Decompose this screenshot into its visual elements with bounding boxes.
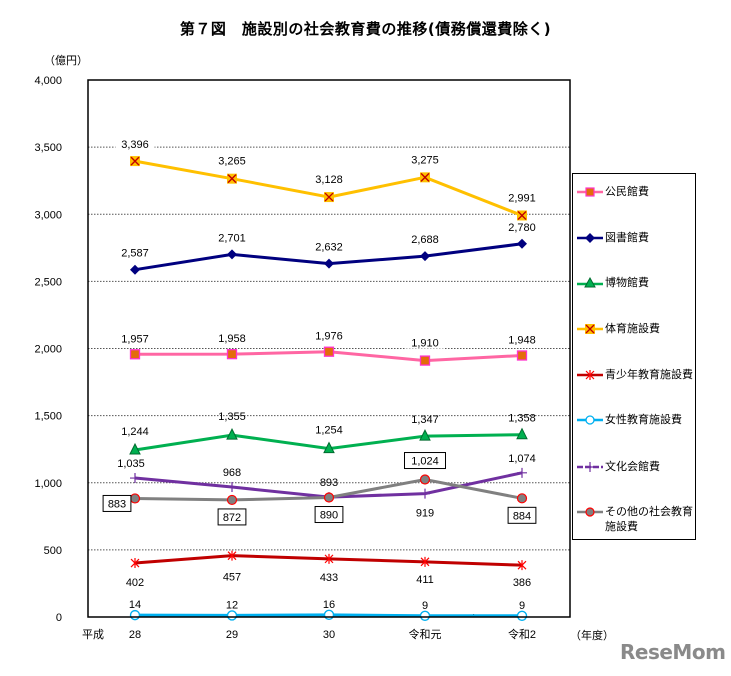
data-label: 1,074 <box>508 453 536 465</box>
data-label: 1,358 <box>508 413 536 425</box>
chart-title: 第７図 施設別の社会教育費の推移(債務償還費除く) <box>179 20 552 38</box>
legend-item-seishonen: 青少年教育施設費 <box>577 367 695 382</box>
data-labels: 1,957 1,958 1,976 1,910 1,948 2,587 2,701 2,632… <box>102 137 542 612</box>
y-tick-label: 3,500 <box>34 142 62 154</box>
x-tick-label: 29 <box>226 629 238 641</box>
data-label: 884 <box>513 510 531 522</box>
plus-marker-icon <box>577 462 603 472</box>
legend-item-kominkan: 公民館費 <box>577 184 695 199</box>
data-label: 457 <box>223 572 241 584</box>
data-label: 919 <box>416 508 434 520</box>
series-lines <box>129 156 528 621</box>
legend-item-toshokan: 図書館費 <box>577 230 695 245</box>
data-label: 1,254 <box>315 425 343 437</box>
triangle-marker-icon <box>577 277 603 288</box>
gridlines <box>87 146 571 617</box>
data-label: 1,976 <box>315 331 343 343</box>
data-label: 3,396 <box>121 139 149 151</box>
data-label: 883 <box>108 498 126 510</box>
x-tick-label: 令和2 <box>508 627 536 641</box>
series-line <box>129 474 528 506</box>
diamond-marker-icon <box>577 233 603 243</box>
data-label: 9 <box>422 600 428 612</box>
data-label: 3,265 <box>218 156 246 168</box>
y-tick-label: 2,500 <box>34 276 62 288</box>
data-label: 12 <box>226 599 238 611</box>
open-circle-marker-icon <box>577 415 603 425</box>
data-label: 2,991 <box>508 192 536 204</box>
data-label: 872 <box>223 512 241 524</box>
data-label: 1,910 <box>411 338 439 350</box>
y-tick-label: 0 <box>56 612 62 624</box>
series-line <box>130 156 527 221</box>
legend-item-bunka: 文化会館費 <box>577 459 695 474</box>
data-label: 411 <box>416 574 434 586</box>
series-line <box>129 346 528 366</box>
star-marker-icon <box>577 370 603 380</box>
data-label: 1,035 <box>117 458 145 470</box>
filled-circle-marker-icon <box>577 507 603 517</box>
x-tick-label: 28 <box>129 629 141 641</box>
data-label: 2,587 <box>121 248 149 260</box>
data-label: 1,244 <box>121 426 149 438</box>
series-line <box>129 427 528 455</box>
data-label: 2,780 <box>508 222 536 234</box>
data-label: 9 <box>519 600 525 612</box>
data-label: 386 <box>513 577 531 589</box>
data-label: 1,024 <box>411 456 439 468</box>
series-line <box>129 609 528 621</box>
series-line <box>130 550 527 571</box>
x-tick-label: 令和元 <box>409 627 442 641</box>
data-label: 968 <box>223 467 241 479</box>
y-tick-label: 1,000 <box>34 478 62 490</box>
y-tick-label: 2,000 <box>34 344 62 356</box>
data-label: 14 <box>129 599 141 611</box>
y-tick-label: 1,500 <box>34 411 62 423</box>
watermark-logo: ReseMom <box>620 640 726 664</box>
legend-item-taiiku: 体育施設費 <box>577 321 695 336</box>
x-tick-label: 30 <box>323 629 335 641</box>
data-label: 1,957 <box>121 333 149 345</box>
legend: 公民館費 図書館費 博物館費 体育施設費 青少年教育施設費 女性教育施設費 文化… <box>572 173 696 540</box>
era-label: 平成 <box>82 628 104 641</box>
data-label: 890 <box>320 510 338 522</box>
legend-item-hakubutsukan: 博物館費 <box>577 275 695 290</box>
x-square-marker-icon <box>577 324 603 334</box>
legend-item-josei: 女性教育施設費 <box>577 412 695 427</box>
y-tick-label: 4,000 <box>34 75 62 87</box>
data-label: 3,275 <box>411 154 439 166</box>
data-label: 2,688 <box>411 234 439 246</box>
series-line <box>130 238 527 275</box>
data-label: 402 <box>126 577 144 589</box>
x-axis-ticks: 平成 28 29 30 令和元 令和2 <box>82 627 536 641</box>
data-label: 1,948 <box>508 334 536 346</box>
plot-border <box>87 79 571 618</box>
y-axis-ticks: 0 500 1,000 1,500 2,000 2,500 3,000 3,500 4,000 <box>34 75 62 624</box>
data-label: 16 <box>323 599 335 611</box>
y-tick-label: 3,000 <box>34 209 62 221</box>
legend-item-sonota: その他の社会教育施設費 <box>577 504 695 534</box>
data-label: 1,958 <box>218 333 246 345</box>
data-label: 3,128 <box>315 174 343 186</box>
square-marker-icon <box>577 187 603 197</box>
data-label: 1,347 <box>411 414 439 426</box>
data-label: 2,701 <box>218 232 246 244</box>
y-tick-label: 500 <box>44 545 62 557</box>
data-label: 893 <box>320 477 338 489</box>
data-label: 1,355 <box>218 411 246 423</box>
data-label: 433 <box>320 572 338 584</box>
x-axis-unit-label: （年度） <box>570 629 614 642</box>
y-axis-unit-label: （億円） <box>44 54 88 67</box>
data-label: 2,632 <box>315 242 343 254</box>
